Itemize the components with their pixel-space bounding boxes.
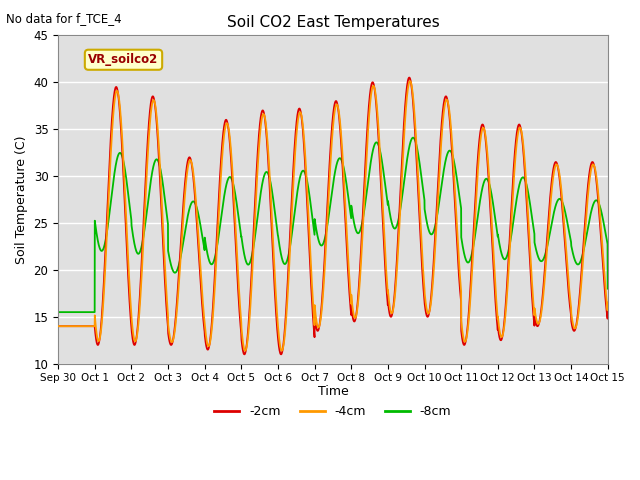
- -2cm: [488, 227, 495, 232]
- -2cm: [456, 289, 464, 295]
- X-axis label: Time: Time: [317, 385, 348, 398]
- -4cm: [241, 348, 249, 354]
- Line: -2cm: -2cm: [58, 78, 608, 354]
- -4cm: [604, 304, 611, 310]
- -8cm: [54, 309, 62, 315]
- -4cm: [406, 78, 414, 84]
- -2cm: [604, 300, 612, 306]
- -8cm: [426, 230, 433, 236]
- -4cm: [312, 318, 320, 324]
- Line: -4cm: -4cm: [58, 81, 608, 351]
- -2cm: [54, 324, 62, 329]
- -2cm: [604, 313, 611, 319]
- Legend: -2cm, -4cm, -8cm: -2cm, -4cm, -8cm: [209, 400, 456, 423]
- Line: -8cm: -8cm: [58, 138, 608, 312]
- -4cm: [456, 277, 464, 283]
- -4cm: [426, 307, 434, 313]
- -4cm: [54, 324, 62, 329]
- Y-axis label: Soil Temperature (C): Soil Temperature (C): [15, 135, 28, 264]
- -8cm: [456, 198, 464, 204]
- -2cm: [153, 123, 161, 129]
- -2cm: [241, 351, 248, 357]
- -4cm: [604, 300, 612, 306]
- -2cm: [405, 75, 413, 81]
- -8cm: [604, 239, 611, 244]
- Text: No data for f_TCE_4: No data for f_TCE_4: [6, 12, 122, 25]
- -2cm: [426, 306, 434, 312]
- -8cm: [604, 286, 612, 291]
- -8cm: [153, 156, 161, 162]
- -8cm: [409, 135, 417, 141]
- Text: VR_soilco2: VR_soilco2: [88, 53, 159, 66]
- -8cm: [488, 190, 495, 196]
- -4cm: [488, 213, 495, 218]
- -4cm: [153, 116, 161, 122]
- -2cm: [312, 325, 320, 331]
- -8cm: [312, 227, 320, 232]
- Title: Soil CO2 East Temperatures: Soil CO2 East Temperatures: [227, 15, 439, 30]
